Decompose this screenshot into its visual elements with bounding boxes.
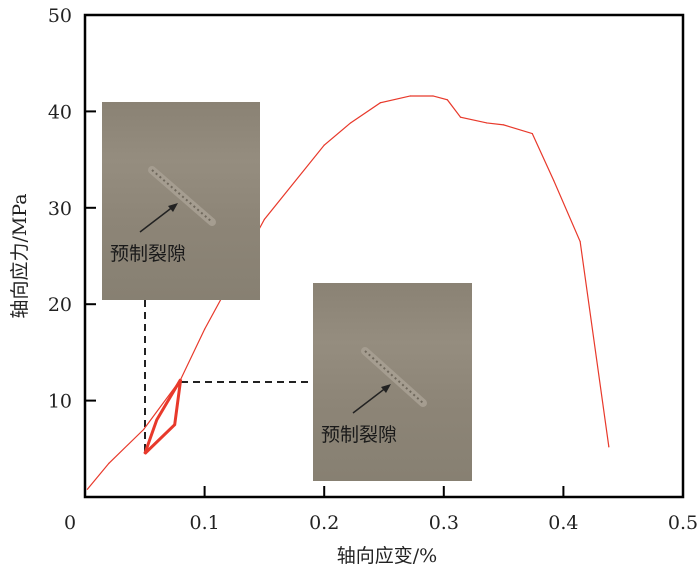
data-point xyxy=(531,132,533,135)
specimen-photo-1: 预制裂隙 xyxy=(102,102,260,300)
data-point xyxy=(180,378,182,380)
data-point xyxy=(263,218,265,220)
data-point xyxy=(86,488,88,490)
data-point xyxy=(579,240,581,243)
data-point xyxy=(459,116,462,118)
data-point xyxy=(608,446,610,448)
y-axis-label: 轴向应力/MPa xyxy=(9,193,31,318)
data-point xyxy=(108,462,110,464)
data-point xyxy=(323,144,325,146)
data-point xyxy=(174,424,176,426)
y-tick-label: 30 xyxy=(48,198,72,220)
x-tick-label: 0.3 xyxy=(429,512,459,534)
x-tick-label: 0.5 xyxy=(668,512,698,534)
crack-label: 预制裂隙 xyxy=(321,424,398,446)
x-tick-label: 0.1 xyxy=(189,512,219,534)
y-tick-label: 40 xyxy=(48,101,72,123)
data-point xyxy=(204,328,206,330)
data-point xyxy=(553,180,555,182)
crack-arrow-icon xyxy=(139,166,216,233)
data-point xyxy=(143,428,145,431)
data-point xyxy=(409,95,411,97)
specimen-photo-2: 预制裂隙 xyxy=(313,283,472,481)
x-tick-label: 0.4 xyxy=(548,512,578,534)
data-point xyxy=(349,122,352,124)
y-tick-label: 50 xyxy=(48,5,72,27)
data-point xyxy=(503,124,505,126)
hysteresis-loop xyxy=(143,378,183,455)
crack-arrow-icon xyxy=(352,347,427,414)
data-point xyxy=(432,95,434,97)
data-point xyxy=(379,102,382,104)
data-point xyxy=(486,122,488,124)
data-point xyxy=(446,99,448,101)
plot-frame xyxy=(83,13,685,499)
x-tick-label: 0 xyxy=(64,512,76,534)
y-tick-label: 10 xyxy=(48,391,72,413)
crack-label: 预制裂隙 xyxy=(110,243,187,265)
x-axis-label: 轴向应变/% xyxy=(337,545,437,567)
data-point xyxy=(156,419,158,421)
y-tick-label: 20 xyxy=(48,294,72,316)
x-tick-label: 0.2 xyxy=(309,512,339,534)
data-point xyxy=(144,453,146,455)
